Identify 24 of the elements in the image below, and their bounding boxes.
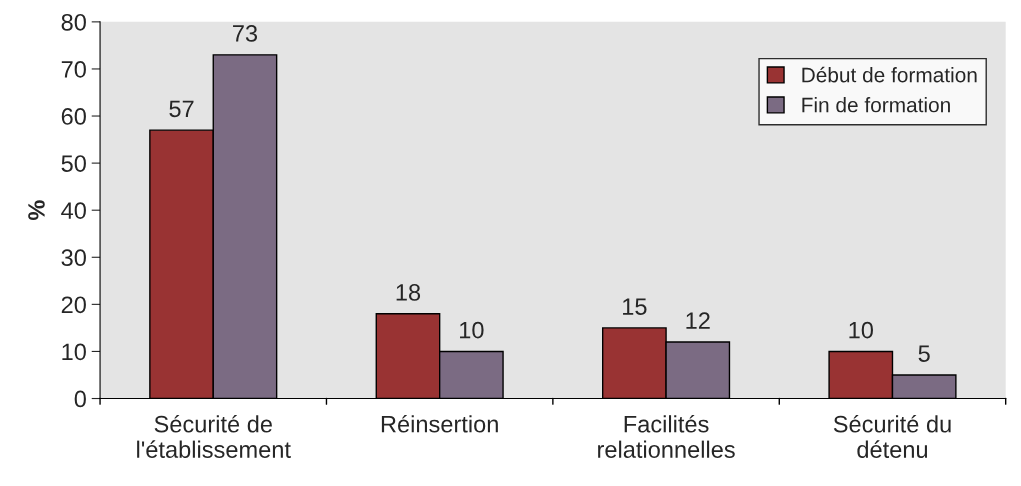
- data-label: 10: [849, 321, 873, 339]
- y-tick-label: 30: [61, 249, 86, 267]
- y-tick-label: 60: [61, 108, 86, 125]
- y-tick-label: 80: [61, 13, 86, 31]
- y-tick-label: 20: [61, 296, 86, 314]
- legend-label: Début de formation: [802, 66, 977, 83]
- y-axis-title: %: [28, 200, 45, 221]
- data-label: 73: [233, 25, 258, 42]
- y-tick-label: 40: [61, 202, 86, 219]
- x-tick-label: Sécurité du détenu: [833, 414, 951, 458]
- data-label: 5: [918, 345, 930, 362]
- y-tick-label: 10: [62, 343, 86, 361]
- x-tick-label: Facilités relationnelles: [598, 414, 735, 458]
- data-label: 57: [169, 100, 194, 118]
- data-label: 10: [460, 321, 484, 339]
- data-label: 18: [396, 284, 421, 301]
- x-tick-label: Sécurité de l'établissement: [137, 414, 291, 458]
- legend-label: Fin de formation: [802, 97, 950, 113]
- y-tick-label: 70: [61, 61, 86, 78]
- x-tick-label: Réinsertion: [381, 414, 498, 433]
- y-tick-label: 0: [74, 390, 86, 408]
- data-label: 12: [686, 312, 710, 329]
- y-tick-label: 50: [61, 155, 86, 172]
- data-label: 15: [623, 298, 647, 315]
